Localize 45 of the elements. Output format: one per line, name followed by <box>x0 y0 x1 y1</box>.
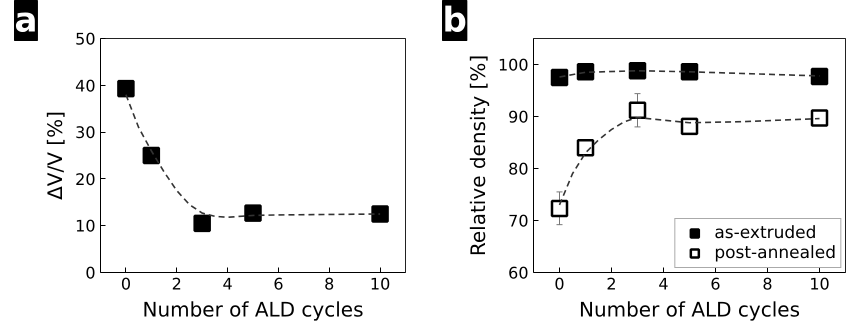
x-tick-label: 6 <box>710 274 721 294</box>
text: a <box>14 0 38 40</box>
y-tick-label: 50 <box>75 30 96 48</box>
x-tick-label: 2 <box>172 274 182 294</box>
point <box>550 200 568 218</box>
point <box>810 109 828 127</box>
x-tick-label: 0 <box>120 274 132 294</box>
x-tick-label: 0 <box>554 274 565 294</box>
point <box>142 146 160 164</box>
y-tick-label: 30 <box>75 123 96 142</box>
y-tick-label: 20 <box>75 170 96 189</box>
legend-label: post-annealed <box>714 243 836 263</box>
point <box>576 138 594 156</box>
x-axis-title: Number of ALD cycles <box>142 298 364 322</box>
x-tick-label: 2 <box>606 274 617 294</box>
x-tick-label: 4 <box>222 274 233 294</box>
point <box>680 63 698 81</box>
x-tick-label: 8 <box>324 274 334 294</box>
point <box>680 118 698 136</box>
x-tick-label: 10 <box>370 274 390 294</box>
x-tick-label: 8 <box>762 274 773 294</box>
y-tick-label: 60 <box>508 264 528 282</box>
point <box>117 80 135 98</box>
point <box>576 63 594 81</box>
point <box>628 62 646 80</box>
x-tick-label: 10 <box>809 274 830 294</box>
point <box>371 205 389 223</box>
text: b <box>442 0 467 40</box>
point <box>244 204 262 222</box>
point <box>193 214 211 232</box>
point <box>550 68 568 86</box>
y-tick-label: 100 <box>498 56 529 74</box>
legend-label: as-extruded <box>714 223 816 243</box>
x-axis-title: Number of ALD cycles <box>578 298 800 322</box>
y-tick-label: 80 <box>508 160 528 178</box>
y-tick-label: 70 <box>508 212 528 230</box>
y-tick-label: 10 <box>75 216 96 236</box>
y-axis-title: Relative density [%] <box>466 54 490 256</box>
y-tick-label: 90 <box>508 108 528 126</box>
y-tick-label: 40 <box>75 76 96 96</box>
y-axis-title: ΔV/V [%] <box>43 111 68 200</box>
x-tick-label: 6 <box>273 274 284 294</box>
point <box>628 102 646 120</box>
x-tick-label: 4 <box>658 274 669 294</box>
point <box>810 68 828 86</box>
